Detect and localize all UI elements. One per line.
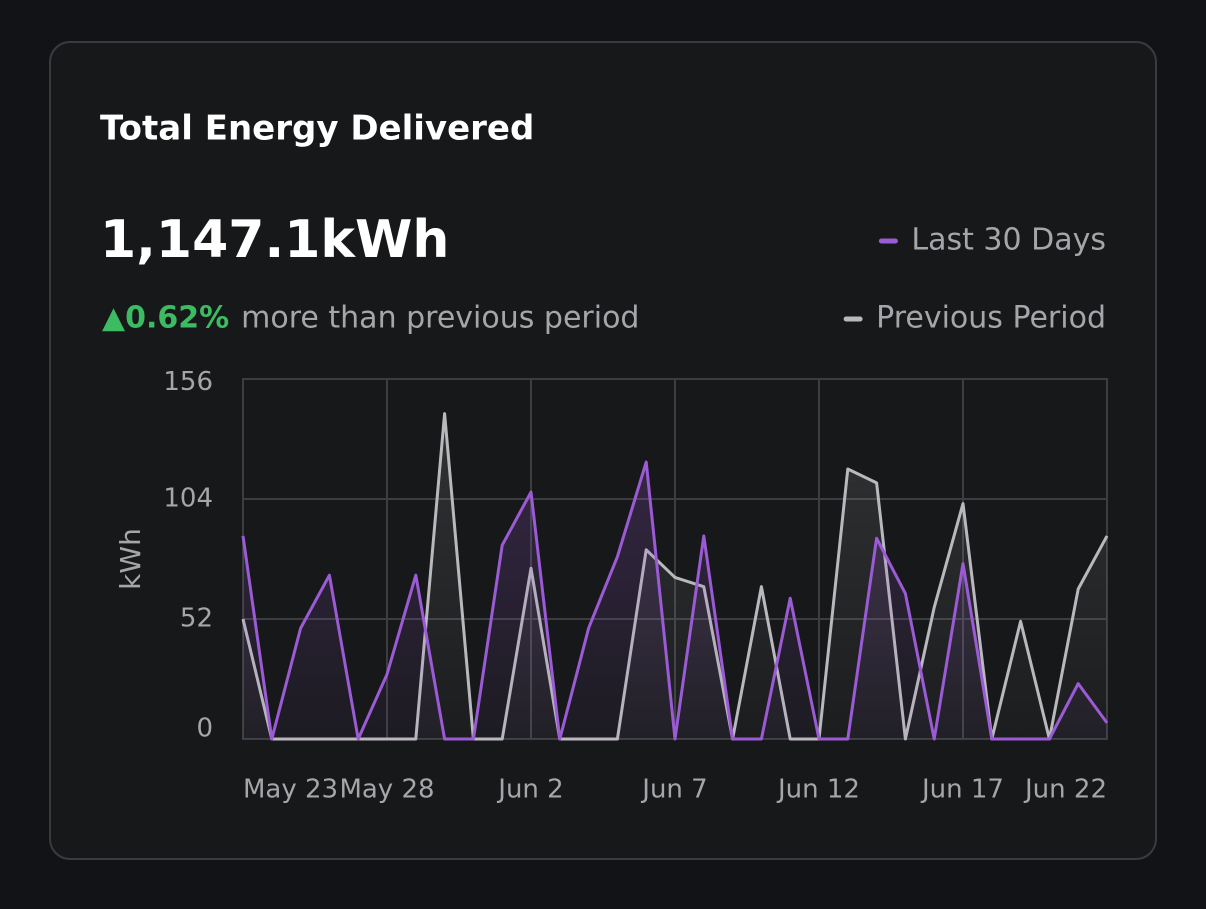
- line: [241, 460, 1109, 741]
- change-text: more than previous period: [241, 301, 639, 336]
- legend-label: Last 30 Days: [911, 223, 1106, 258]
- legend-label: Previous Period: [876, 301, 1106, 336]
- y-tick-label: 52: [180, 604, 213, 634]
- y-axis-label: kWh: [114, 528, 147, 590]
- change-value: ▲0.62%: [102, 301, 229, 336]
- y-tick-label: 104: [163, 484, 213, 514]
- x-tick-label: Jun 2: [496, 775, 563, 805]
- y-tick-label: 0: [196, 714, 213, 744]
- x-tick-label: Jun 17: [920, 775, 1004, 805]
- x-tick-label: May 28: [339, 775, 434, 805]
- y-tick-label: 156: [163, 367, 213, 397]
- area: [243, 462, 1107, 739]
- x-tick-label: Jun 7: [640, 775, 707, 805]
- x-tick-label: Jun 12: [776, 775, 860, 805]
- x-tick-label: Jun 22: [1023, 775, 1107, 805]
- card-title: Total Energy Delivered: [100, 109, 534, 149]
- total-value: 1,147.1kWh: [100, 210, 449, 270]
- x-tick-label: May 23: [243, 775, 338, 805]
